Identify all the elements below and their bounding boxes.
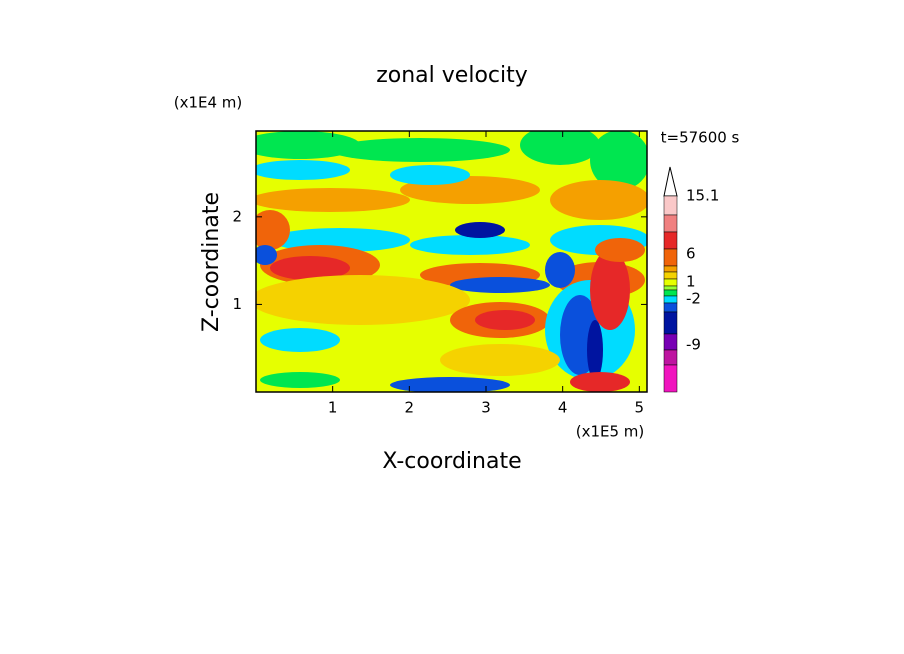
contour-region: [590, 131, 647, 190]
colorbar-segment: [663, 295, 678, 304]
time-annotation: t=57600 s: [661, 129, 740, 147]
colorbar-segment: [663, 285, 678, 291]
colorbar-label: 6: [686, 245, 696, 263]
contour-region: [570, 372, 630, 392]
contour-region: [390, 165, 470, 185]
colorbar-label: 1: [686, 273, 696, 291]
x-tick-label: 2: [405, 399, 415, 417]
colorbar-label: 15.1: [686, 187, 719, 205]
contour-field: [256, 131, 647, 392]
contour-region: [256, 245, 277, 265]
x-unit: (x1E5 m): [576, 423, 645, 441]
contour-region: [256, 210, 290, 250]
contour-region: [550, 180, 647, 220]
colorbar-arrow: [663, 166, 678, 197]
y-unit: (x1E4 m): [174, 94, 243, 112]
colorbar-segment: [663, 265, 678, 273]
contour-region: [256, 160, 350, 180]
contour-region: [256, 275, 470, 325]
contour-region: [260, 372, 340, 388]
contour-region: [440, 344, 560, 376]
contour-region: [450, 277, 550, 293]
colorbar-segment: [663, 195, 678, 216]
plot-frame: [255, 130, 648, 393]
contour-region: [410, 235, 530, 255]
contour-region: [390, 377, 510, 392]
contour-region: [545, 252, 575, 288]
contour-region: [270, 256, 350, 280]
colorbar-segment: [663, 349, 678, 366]
contour-region: [455, 222, 505, 238]
colorbar-segment: [663, 231, 678, 250]
contour-region: [595, 238, 645, 262]
y-axis-label: Z-coordinate: [199, 192, 224, 332]
contour-region: [590, 250, 630, 330]
contour-region: [520, 131, 600, 165]
colorbar-label: -9: [686, 336, 701, 354]
colorbar-segment: [663, 302, 678, 313]
x-axis-label: X-coordinate: [382, 449, 521, 474]
colorbar-segment: [663, 289, 678, 297]
contour-region: [260, 328, 340, 352]
chart-title: zonal velocity: [376, 63, 528, 88]
colorbar-segment: [663, 271, 678, 280]
colorbar-segment: [663, 364, 678, 393]
x-tick-label: 4: [558, 399, 568, 417]
contour-region: [256, 188, 410, 212]
y-tick-label: 1: [232, 295, 242, 313]
colorbar-label: -2: [686, 290, 701, 308]
x-tick-label: 3: [481, 399, 491, 417]
colorbar-segment: [663, 311, 678, 335]
colorbar-segment: [663, 278, 678, 287]
colorbar-segment: [663, 214, 678, 233]
x-tick-label: 5: [635, 399, 645, 417]
colorbar-segment: [663, 248, 678, 267]
contour-region: [587, 320, 603, 380]
contour-region: [330, 138, 510, 162]
y-tick-label: 2: [232, 207, 242, 225]
contour-region: [475, 310, 535, 330]
colorbar-segment: [663, 333, 678, 351]
x-tick-label: 1: [328, 399, 338, 417]
